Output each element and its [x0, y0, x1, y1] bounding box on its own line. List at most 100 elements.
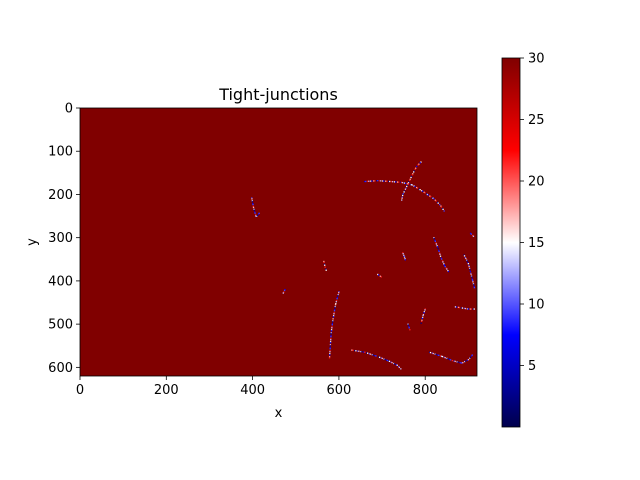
colorbar-tick-label: 15: [528, 236, 545, 251]
junction-pixel: [423, 191, 425, 193]
junction-pixel: [253, 209, 255, 211]
junction-pixel: [415, 167, 417, 169]
junction-pixel: [418, 163, 420, 165]
junction-pixel: [443, 263, 445, 265]
y-tick-label: 0: [65, 102, 73, 117]
junction-pixel: [399, 181, 402, 183]
junction-pixel: [442, 261, 444, 263]
junction-pixel: [456, 361, 458, 363]
junction-pixel: [406, 184, 408, 187]
junction-pixel: [437, 247, 439, 250]
junction-pixel: [469, 232, 472, 235]
junction-pixel: [467, 263, 470, 265]
junction-pixel: [438, 354, 440, 357]
junction-pixel: [413, 185, 415, 187]
junction-pixel: [408, 326, 410, 328]
junction-pixel: [387, 360, 390, 362]
junction-pixel: [467, 358, 470, 361]
junction-pixel: [457, 306, 460, 309]
junction-pixel: [443, 356, 445, 358]
junction-pixel: [331, 323, 334, 325]
junction-pixel: [252, 203, 254, 205]
junction-pixel: [381, 357, 383, 360]
junction-pixel: [421, 190, 423, 192]
junction-pixel: [436, 245, 438, 247]
colorbar-tick-label: 10: [528, 298, 545, 313]
junction-pixel: [352, 349, 354, 351]
junction-pixel: [360, 350, 362, 353]
junction-pixel: [324, 264, 326, 266]
junction-pixel: [441, 258, 443, 260]
junction-feature: [402, 252, 406, 261]
junction-pixel: [401, 196, 403, 198]
junction-pixel: [443, 264, 445, 266]
junction-feature: [401, 161, 422, 201]
junction-pixel: [394, 181, 396, 183]
junction-pixel: [335, 301, 337, 303]
junction-pixel: [433, 198, 435, 200]
junction-pixel: [323, 263, 326, 265]
junction-feature: [433, 237, 450, 273]
junction-pixel: [254, 214, 257, 216]
junction-pixel: [380, 180, 382, 182]
junction-feature: [428, 351, 473, 364]
junction-pixel: [371, 180, 373, 182]
junction-pixel: [384, 358, 386, 361]
junction-pixel: [421, 190, 424, 192]
junction-pixel: [380, 357, 383, 359]
junction-pixel: [329, 347, 331, 349]
junction-pixel: [385, 180, 387, 182]
junction-pixel: [463, 307, 466, 310]
junction-pixel: [254, 212, 256, 214]
junction-pixel: [378, 356, 381, 358]
x-axis-label: x: [275, 406, 283, 421]
junction-pixel: [253, 208, 255, 211]
junction-pixel: [435, 242, 437, 244]
colorbar-tick-label: 30: [528, 52, 545, 67]
junction-pixel: [398, 366, 400, 368]
junction-pixel: [458, 306, 461, 309]
junction-pixel: [421, 320, 423, 322]
junction-pixel: [330, 338, 332, 340]
junction-pixel: [472, 235, 475, 237]
junction-pixel: [465, 257, 467, 260]
junction-pixel: [463, 255, 466, 257]
junction-pixel: [397, 181, 400, 183]
junction-pixel: [332, 315, 335, 317]
y-tick-label: 200: [48, 188, 73, 203]
x-tick-label: 400: [240, 383, 265, 398]
junction-pixel: [438, 249, 440, 252]
junction-pixel: [403, 256, 406, 258]
junction-feature: [469, 232, 475, 237]
junction-pixel: [366, 352, 368, 354]
junction-pixel: [471, 355, 473, 357]
junction-pixel: [329, 342, 332, 344]
junction-pixel: [444, 357, 446, 359]
junction-pixel: [422, 313, 425, 316]
junction-pixel: [324, 266, 326, 268]
junction-pixel: [335, 303, 337, 305]
junction-pixel: [414, 185, 416, 188]
junction-pixel: [283, 291, 285, 293]
junction-pixel: [407, 324, 409, 326]
junction-pixel: [447, 358, 449, 360]
junction-pixel: [331, 326, 333, 328]
y-tick-label: 300: [48, 231, 73, 246]
junction-pixel: [332, 321, 334, 323]
junction-pixel: [472, 234, 474, 237]
junction-pixel: [469, 356, 472, 359]
junction-pixel: [469, 268, 471, 271]
junction-pixel: [426, 193, 429, 196]
junction-pixel: [333, 312, 335, 314]
junction-pixel: [330, 332, 332, 334]
junction-pixel: [377, 273, 379, 276]
junction-feature: [351, 349, 402, 370]
junction-pixel: [387, 359, 389, 362]
junction-pixel: [410, 176, 412, 179]
junction-pixel: [405, 187, 407, 189]
x-axis: 0 200 400 600 800: [76, 376, 438, 398]
junction-pixel: [323, 260, 325, 263]
junction-pixel: [416, 187, 419, 189]
junction-pixel: [470, 275, 473, 277]
junction-pixel: [358, 350, 360, 352]
